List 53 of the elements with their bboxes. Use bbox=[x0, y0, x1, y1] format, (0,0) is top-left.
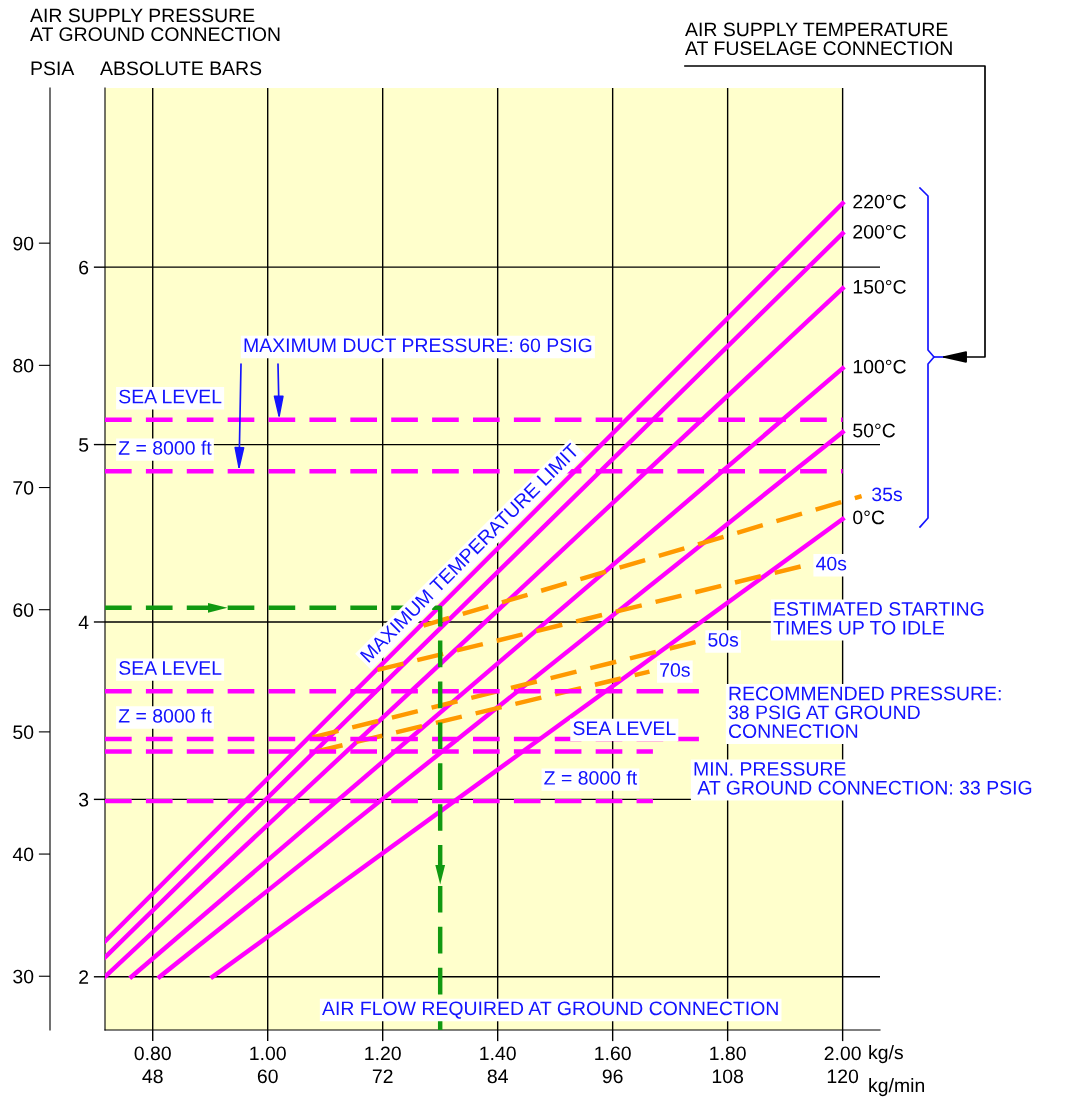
series-label: 200°C bbox=[853, 224, 906, 239]
series-label: 150°C bbox=[853, 279, 906, 294]
series-label: 50°C bbox=[853, 423, 896, 438]
series-label: 100°C bbox=[853, 359, 906, 374]
x-axis-title: kg/s bbox=[869, 1045, 903, 1064]
x2-tick-label: 48 bbox=[142, 1069, 163, 1084]
x-tick-label: 2.00 bbox=[824, 1046, 861, 1061]
x2-axis-title: kg/min bbox=[869, 1078, 925, 1097]
annotation: SEA LEVEL bbox=[573, 721, 676, 736]
series-label: 70s bbox=[660, 663, 690, 677]
y-axis-title: ABSOLUTE BARS bbox=[100, 61, 262, 76]
y-tick-label: 3 bbox=[78, 792, 89, 807]
annotation: Z = 8000 ft bbox=[544, 770, 638, 785]
x2-tick-label: 96 bbox=[602, 1069, 623, 1084]
series-label: 35s bbox=[872, 487, 902, 502]
x2-tick-label: 72 bbox=[372, 1069, 393, 1083]
series-label: 40s bbox=[816, 556, 847, 571]
text: AIR SUPPLY TEMPERATURE AT FUSELAGE CONNECTION bbox=[685, 22, 952, 56]
x2-tick-label: 120 bbox=[827, 1069, 859, 1084]
annotation: Z = 8000 ft bbox=[118, 708, 212, 723]
x2-tick-label: 60 bbox=[257, 1069, 278, 1084]
series-label: 50s bbox=[708, 632, 739, 647]
annotation: MIN. PRESSURE AT GROUND CONNECTION: 33 PSIG bbox=[694, 762, 1032, 795]
annotation: SEA LEVEL bbox=[119, 389, 222, 404]
chart-title: AIR SUPPLY PRESSURE AT GROUND CONNECTION bbox=[30, 8, 280, 42]
y2-axis-title: PSIA bbox=[31, 61, 75, 76]
x-tick-label: 1.60 bbox=[595, 1046, 631, 1061]
y2-tick-label: 80 bbox=[13, 358, 34, 373]
x-tick-label: 1.80 bbox=[710, 1046, 746, 1061]
y2-tick-label: 90 bbox=[13, 236, 34, 251]
x-tick-label: 1.00 bbox=[250, 1046, 286, 1061]
annotation: MAXIMUM DUCT PRESSURE: 60 PSIG bbox=[244, 338, 592, 353]
annotation: RECOMMENDED PRESSURE: 38 PSIG AT GROUND CONNECTION bbox=[728, 686, 1001, 739]
y2-tick-label: 70 bbox=[13, 480, 34, 495]
y2-tick-label: 60 bbox=[13, 603, 34, 617]
y2-tick-label: 30 bbox=[13, 969, 34, 984]
series-label: 220°C bbox=[853, 194, 906, 209]
y2-tick-label: 40 bbox=[12, 847, 34, 862]
y-tick-label: 2 bbox=[79, 970, 89, 984]
x-tick-label: 1.20 bbox=[365, 1046, 401, 1061]
annotation: SEA LEVEL bbox=[119, 661, 222, 675]
x2-tick-label: 108 bbox=[712, 1069, 744, 1084]
x-tick-label: 0.80 bbox=[134, 1046, 171, 1061]
annotation: AIR FLOW REQUIRED AT GROUND CONNECTION bbox=[322, 1001, 778, 1019]
y-tick-label: 5 bbox=[78, 438, 89, 452]
annotation: ESTIMATED STARTING TIMES UP TO IDLE bbox=[773, 602, 984, 635]
y2-tick-label: 50 bbox=[13, 725, 34, 740]
x-tick-label: 1.40 bbox=[480, 1046, 516, 1061]
series-label: 0°C bbox=[853, 510, 885, 525]
annotation: Z = 8000 ft bbox=[118, 440, 212, 455]
y-tick-label: 6 bbox=[79, 260, 89, 275]
y-tick-label: 4 bbox=[78, 615, 89, 630]
x2-tick-label: 84 bbox=[487, 1069, 508, 1084]
